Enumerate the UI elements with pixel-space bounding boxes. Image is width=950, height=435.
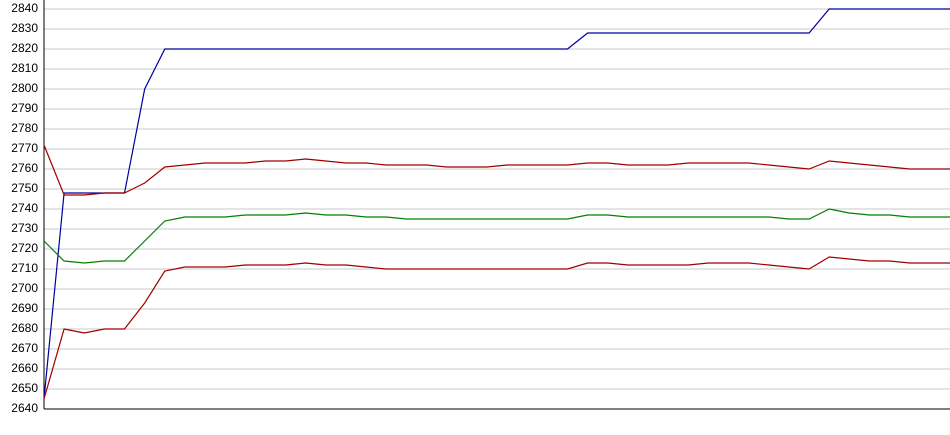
series-line <box>43 8 950 400</box>
series-line <box>43 208 950 264</box>
y-tick-label: 2720 <box>11 241 38 255</box>
y-tick-label: 2840 <box>11 1 38 15</box>
y-tick-label: 2730 <box>11 221 38 235</box>
y-tick-label: 2660 <box>11 361 38 375</box>
y-tick-label: 2680 <box>11 321 38 335</box>
series-line <box>43 256 950 400</box>
y-tick-label: 2640 <box>11 401 38 415</box>
y-tick-label: 2770 <box>11 141 38 155</box>
y-tick-label: 2710 <box>11 261 38 275</box>
y-tick-label: 2800 <box>11 81 38 95</box>
y-tick-label: 2780 <box>11 121 38 135</box>
y-tick-label: 2670 <box>11 341 38 355</box>
y-tick-label: 2700 <box>11 281 38 295</box>
y-tick-label: 2690 <box>11 301 38 315</box>
y-tick-label: 2750 <box>11 181 38 195</box>
y-tick-label: 2650 <box>11 381 38 395</box>
y-tick-label: 2760 <box>11 161 38 175</box>
y-tick-label: 2740 <box>11 201 38 215</box>
y-tick-label: 2830 <box>11 21 38 35</box>
y-tick-label: 2820 <box>11 41 38 55</box>
y-tick-label: 2790 <box>11 101 38 115</box>
series-line <box>43 144 950 196</box>
y-tick-label: 2810 <box>11 61 38 75</box>
